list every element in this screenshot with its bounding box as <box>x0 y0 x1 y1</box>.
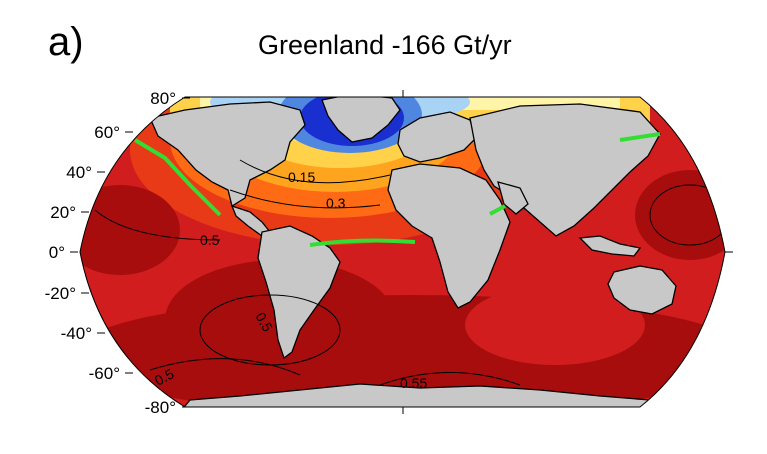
australia-landmass <box>607 265 677 315</box>
contour-line-0.15 <box>239 159 391 184</box>
greenland-landmass <box>321 97 401 143</box>
contour-label-0.3: 0.3 <box>326 195 346 211</box>
land-masses <box>149 97 677 407</box>
arabia-landmass <box>497 181 529 215</box>
maritime-continent-landmass <box>578 235 642 257</box>
latitude-labels: 80° 60° 40° 20° 0° -20° -40° -60° -80° <box>45 89 176 417</box>
lat-label-minus-20: -20° <box>45 284 76 303</box>
contour-label-0.5-pacific: 0.5 <box>200 232 220 248</box>
lat-label-minus-80: -80° <box>145 398 176 417</box>
contour-label-0.15: 0.15 <box>288 169 315 185</box>
zero-line-east-asia <box>619 132 661 142</box>
lat-label-minus-60: -60° <box>89 364 120 383</box>
lat-label-60: 60° <box>94 123 120 142</box>
contour-line-0.5-pacific <box>94 209 221 241</box>
map-title: Greenland -166 Gt/yr <box>258 30 512 60</box>
zero-lines <box>133 132 661 247</box>
lat-label-40: 40° <box>66 163 92 182</box>
axis-ticks <box>70 90 733 414</box>
south-america-landmass <box>257 225 341 360</box>
europe-landmass <box>397 111 477 163</box>
zero-line-pacific-northwest <box>133 138 222 217</box>
lat-label-0: 0° <box>49 243 65 262</box>
contour-lines <box>94 159 725 386</box>
contour-line-0.3 <box>229 189 381 209</box>
zero-line-africa-west <box>489 204 506 216</box>
lat-label-20: 20° <box>50 203 76 222</box>
north-america-landmass <box>149 101 306 208</box>
africa-landmass <box>387 163 511 309</box>
pacific-very-high <box>80 185 180 275</box>
contour-label-0.55: 0.55 <box>400 375 427 391</box>
contour-line-0.5-south-pacific <box>149 358 301 376</box>
contour-line-0.55 <box>379 372 521 386</box>
zero-line-equatorial-atlantic <box>309 238 416 247</box>
contour-line-west-pacific <box>649 184 725 246</box>
antarctica-landmass <box>178 383 662 407</box>
west-pacific-very-high <box>635 170 725 260</box>
contour-line-0.5-south-atlantic <box>199 294 341 366</box>
asia-landmass <box>469 103 661 237</box>
lat-label-minus-40: -40° <box>61 324 92 343</box>
panel-label: a) <box>48 20 84 64</box>
lat-label-80: 80° <box>150 89 176 108</box>
pacific-band-high <box>465 285 645 365</box>
